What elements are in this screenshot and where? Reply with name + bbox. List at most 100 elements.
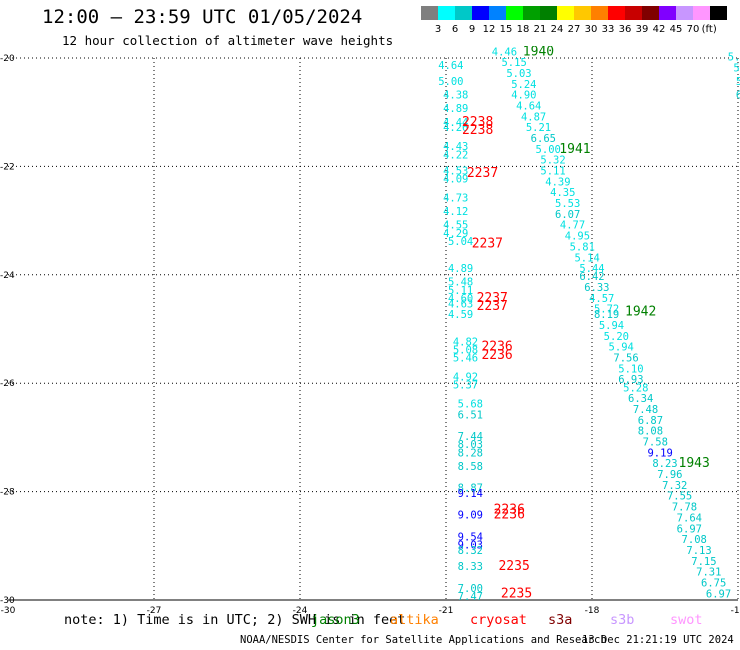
wave-height-marker: 4.90 (511, 90, 536, 102)
pass-time-label: 2235 (498, 559, 529, 574)
wave-height-marker: 8.87 (458, 483, 483, 495)
wave-height-marker: 9.03 (458, 540, 483, 552)
wave-height-marker: 8.23 (652, 458, 677, 470)
wave-height-marker: 4.12 (443, 206, 468, 218)
wave-height-marker: 8.03 (458, 439, 483, 451)
wave-height-marker: 6.65 (531, 133, 556, 145)
wave-height-marker: 4.73 (443, 193, 468, 205)
color-swatch (608, 6, 625, 20)
wave-height-marker: 6.97 (706, 588, 731, 600)
wave-height-marker: 4.53 (443, 166, 468, 178)
pass-time-label: 2235 (501, 586, 532, 601)
wave-height-marker: 9.14 (458, 488, 483, 500)
wave-height-marker: 9.19 (647, 447, 672, 459)
color-swatch (506, 6, 523, 20)
wave-height-marker: 7.48 (633, 404, 658, 416)
color-swatch (421, 6, 438, 20)
wave-height-marker: 5.72 (594, 304, 619, 316)
color-swatch (540, 6, 557, 20)
wave-height-marker: 6.93 (618, 374, 643, 386)
legend-satellite-swot: swot (670, 612, 703, 628)
y-tick-label: -26 (0, 379, 15, 389)
color-scale-label: 70 (687, 24, 700, 35)
wave-height-marker: 5.48 (448, 277, 473, 289)
wave-height-marker: 4.64 (516, 100, 541, 112)
wave-height-marker: 5.21 (526, 122, 551, 134)
pass-time-label: 1942 (625, 304, 656, 319)
legend-satellite-s3a: s3a (548, 612, 573, 628)
wave-height-marker: 6.34 (628, 393, 653, 405)
wave-height-marker: 7.31 (696, 567, 721, 579)
color-swatch (574, 6, 591, 20)
wave-height-marker: 5.68 (458, 399, 483, 411)
wave-height-marker: 5.3 (733, 63, 740, 75)
wave-height-marker: 6.33 (584, 282, 609, 294)
wave-height-marker: 6.4 (736, 90, 740, 102)
wave-height-marker: 4.57 (589, 293, 614, 305)
wave-height-marker: 4.82 (453, 336, 478, 348)
wave-height-marker: 4.09 (443, 174, 468, 186)
wave-height-marker: 5.94 (599, 320, 624, 332)
wave-height-marker: 8.58 (458, 461, 483, 473)
wave-height-marker: 5.94 (609, 342, 634, 354)
x-tick-label: -24 (293, 606, 308, 616)
wave-height-marker: 4.46 (492, 46, 517, 58)
wave-height-marker: 7.13 (686, 545, 711, 557)
pass-time-label: 2237 (477, 291, 508, 306)
color-swatch (676, 6, 693, 20)
page-subtitle: 12 hour collection of altimeter wave hei… (62, 33, 394, 48)
color-scale-label: 15 (500, 24, 513, 35)
color-swatch (557, 6, 574, 20)
pass-time-label: 2237 (472, 237, 503, 252)
pass-time-label: 1940 (523, 44, 554, 59)
wave-height-marker: 4.26 (443, 122, 468, 134)
wave-height-marker: 4.77 (560, 220, 585, 232)
wave-height-marker: 5.05 (728, 52, 740, 64)
wave-height-marker: 4.59 (448, 309, 473, 321)
wave-height-marker: 5.11 (540, 166, 565, 178)
y-tick-label: -24 (0, 271, 15, 281)
wave-height-marker: 6.42 (579, 271, 604, 283)
wave-height-marker: 4.39 (545, 176, 570, 188)
wave-height-marker: 4.29 (443, 228, 468, 240)
color-scale-label: 45 (670, 24, 683, 35)
wave-height-marker: 5.00 (438, 76, 463, 88)
x-tick-label: -21 (439, 606, 454, 616)
wave-height-marker: 4.64 (438, 60, 463, 72)
legend-satellite-cryosat: cryosat (470, 612, 527, 628)
color-scale-label: 42 (653, 24, 666, 35)
color-swatch (693, 6, 710, 20)
wave-height-marker: 5.11 (448, 285, 473, 297)
wave-height-marker: 4.87 (521, 111, 546, 123)
wave-height-marker: 7.58 (643, 437, 668, 449)
legend-satellite-altika: altika (390, 612, 439, 628)
wave-height-marker: 4.44 (443, 117, 468, 129)
wave-height-marker: 5.14 (574, 252, 599, 264)
color-swatch (710, 6, 727, 20)
color-swatch (625, 6, 642, 20)
wave-height-marker: 5.15 (501, 57, 526, 69)
color-swatch (523, 6, 540, 20)
wave-height-marker: 4.60 (448, 293, 473, 305)
wave-height-marker: 4.89 (448, 263, 473, 275)
color-swatch (642, 6, 659, 20)
pass-time-label: 2236 (481, 340, 512, 355)
pass-time-label: 1941 (559, 142, 590, 157)
y-tick-label: -20 (0, 54, 15, 64)
color-scale-label: 36 (619, 24, 632, 35)
color-scale-label: 9 (469, 24, 475, 35)
wave-height-marker: 4.43 (443, 141, 468, 153)
wave-height-marker: 5.37 (453, 380, 478, 392)
wave-height-marker: 5.24 (511, 79, 536, 91)
wave-height-marker: 4.63 (448, 298, 473, 310)
pass-time-label: 2236 (481, 348, 512, 363)
pass-time-label: 2236 (494, 502, 525, 517)
color-scale-unit: (ft) (702, 24, 717, 35)
wave-height-marker: 5.53 (555, 198, 580, 210)
color-scale-label: 39 (636, 24, 649, 35)
color-scale-label: 33 (602, 24, 615, 35)
wave-height-marker: 8.19 (594, 309, 619, 321)
wave-height-marker: 7.78 (672, 502, 697, 514)
pass-time-label: 2237 (477, 299, 508, 314)
